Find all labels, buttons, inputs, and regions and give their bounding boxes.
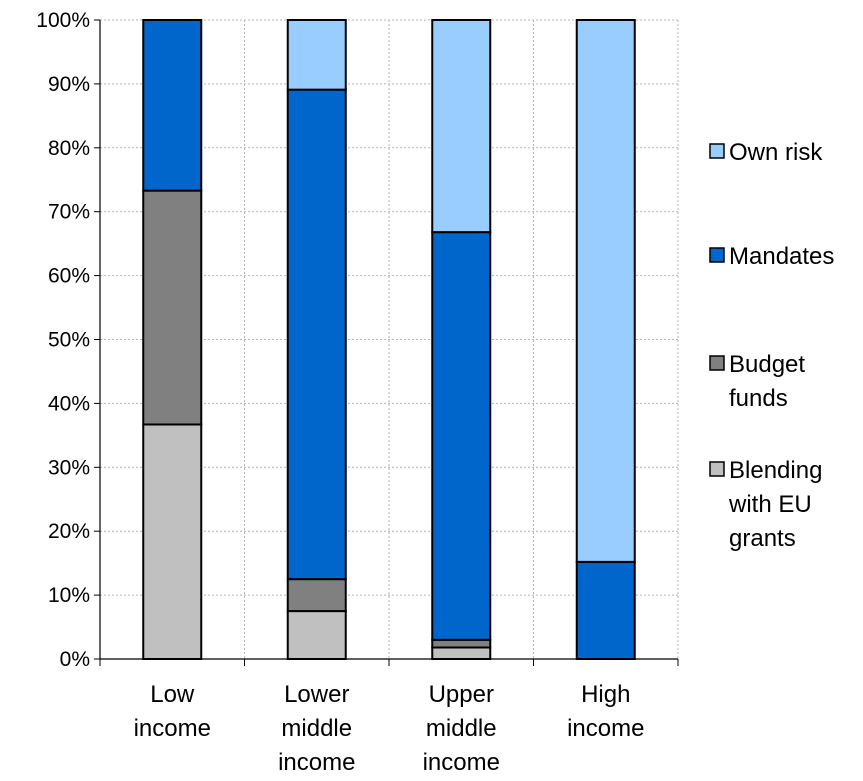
- x-category-label: Upper: [429, 681, 494, 708]
- bar-segment: [575, 560, 636, 661]
- bar-segment: [431, 646, 492, 660]
- legend-swatch: [709, 143, 725, 159]
- legend-swatch: [709, 355, 725, 371]
- y-tick-label: 20%: [48, 520, 90, 543]
- x-category-label: income: [134, 715, 211, 742]
- legend-label: with EU: [728, 491, 812, 518]
- x-category-label: income: [567, 715, 644, 742]
- bar-segment: [431, 231, 492, 641]
- x-category-label: High: [581, 681, 630, 708]
- y-tick-label: 60%: [48, 265, 90, 288]
- x-category-label: income: [278, 749, 355, 776]
- legend-label: grants: [729, 525, 796, 552]
- x-category-labels: Low income Lower middle income Upper middle inc…: [134, 681, 645, 776]
- bar-segment: [286, 578, 347, 613]
- bar-segment: [286, 610, 347, 661]
- y-tick-label: 50%: [48, 329, 90, 352]
- y-tick-label: 40%: [48, 392, 90, 415]
- x-category-label: Lower: [284, 681, 349, 708]
- y-tick-label: 100%: [36, 9, 90, 32]
- y-tick-label: 10%: [48, 584, 90, 607]
- axes: [94, 19, 679, 666]
- bar-segment: [286, 19, 347, 91]
- bar-segment: [142, 19, 203, 192]
- bar-segment: [431, 19, 492, 234]
- bars: [142, 19, 636, 661]
- bar-segment: [286, 88, 347, 581]
- y-tick-label: 0%: [60, 648, 90, 671]
- bar-segment: [575, 19, 636, 563]
- y-tick-label: 80%: [48, 137, 90, 160]
- legend-swatch: [709, 461, 725, 477]
- y-tick-label: 90%: [48, 73, 90, 96]
- y-tick-label: 30%: [48, 456, 90, 479]
- y-tick-labels: 0% 10% 20% 30% 40% 50% 60% 70% 80% 90% 100%: [36, 9, 90, 671]
- x-category-label: middle: [281, 715, 352, 742]
- legend-label: Blending: [729, 457, 822, 484]
- legend-label: funds: [729, 385, 788, 412]
- legend: Own risk Mandates Budget funds Blending with …: [709, 139, 834, 552]
- legend-swatch: [709, 247, 725, 263]
- legend-label: Own risk: [729, 139, 823, 166]
- bar-segment: [431, 638, 492, 649]
- y-tick-label: 70%: [48, 201, 90, 224]
- bar-segment: [142, 423, 203, 660]
- bar-segment: [142, 189, 203, 426]
- legend-label: Budget: [729, 351, 805, 378]
- x-category-label: middle: [426, 715, 497, 742]
- legend-label: Mandates: [729, 243, 834, 270]
- x-category-label: income: [423, 749, 500, 776]
- x-category-label: Low: [150, 681, 195, 708]
